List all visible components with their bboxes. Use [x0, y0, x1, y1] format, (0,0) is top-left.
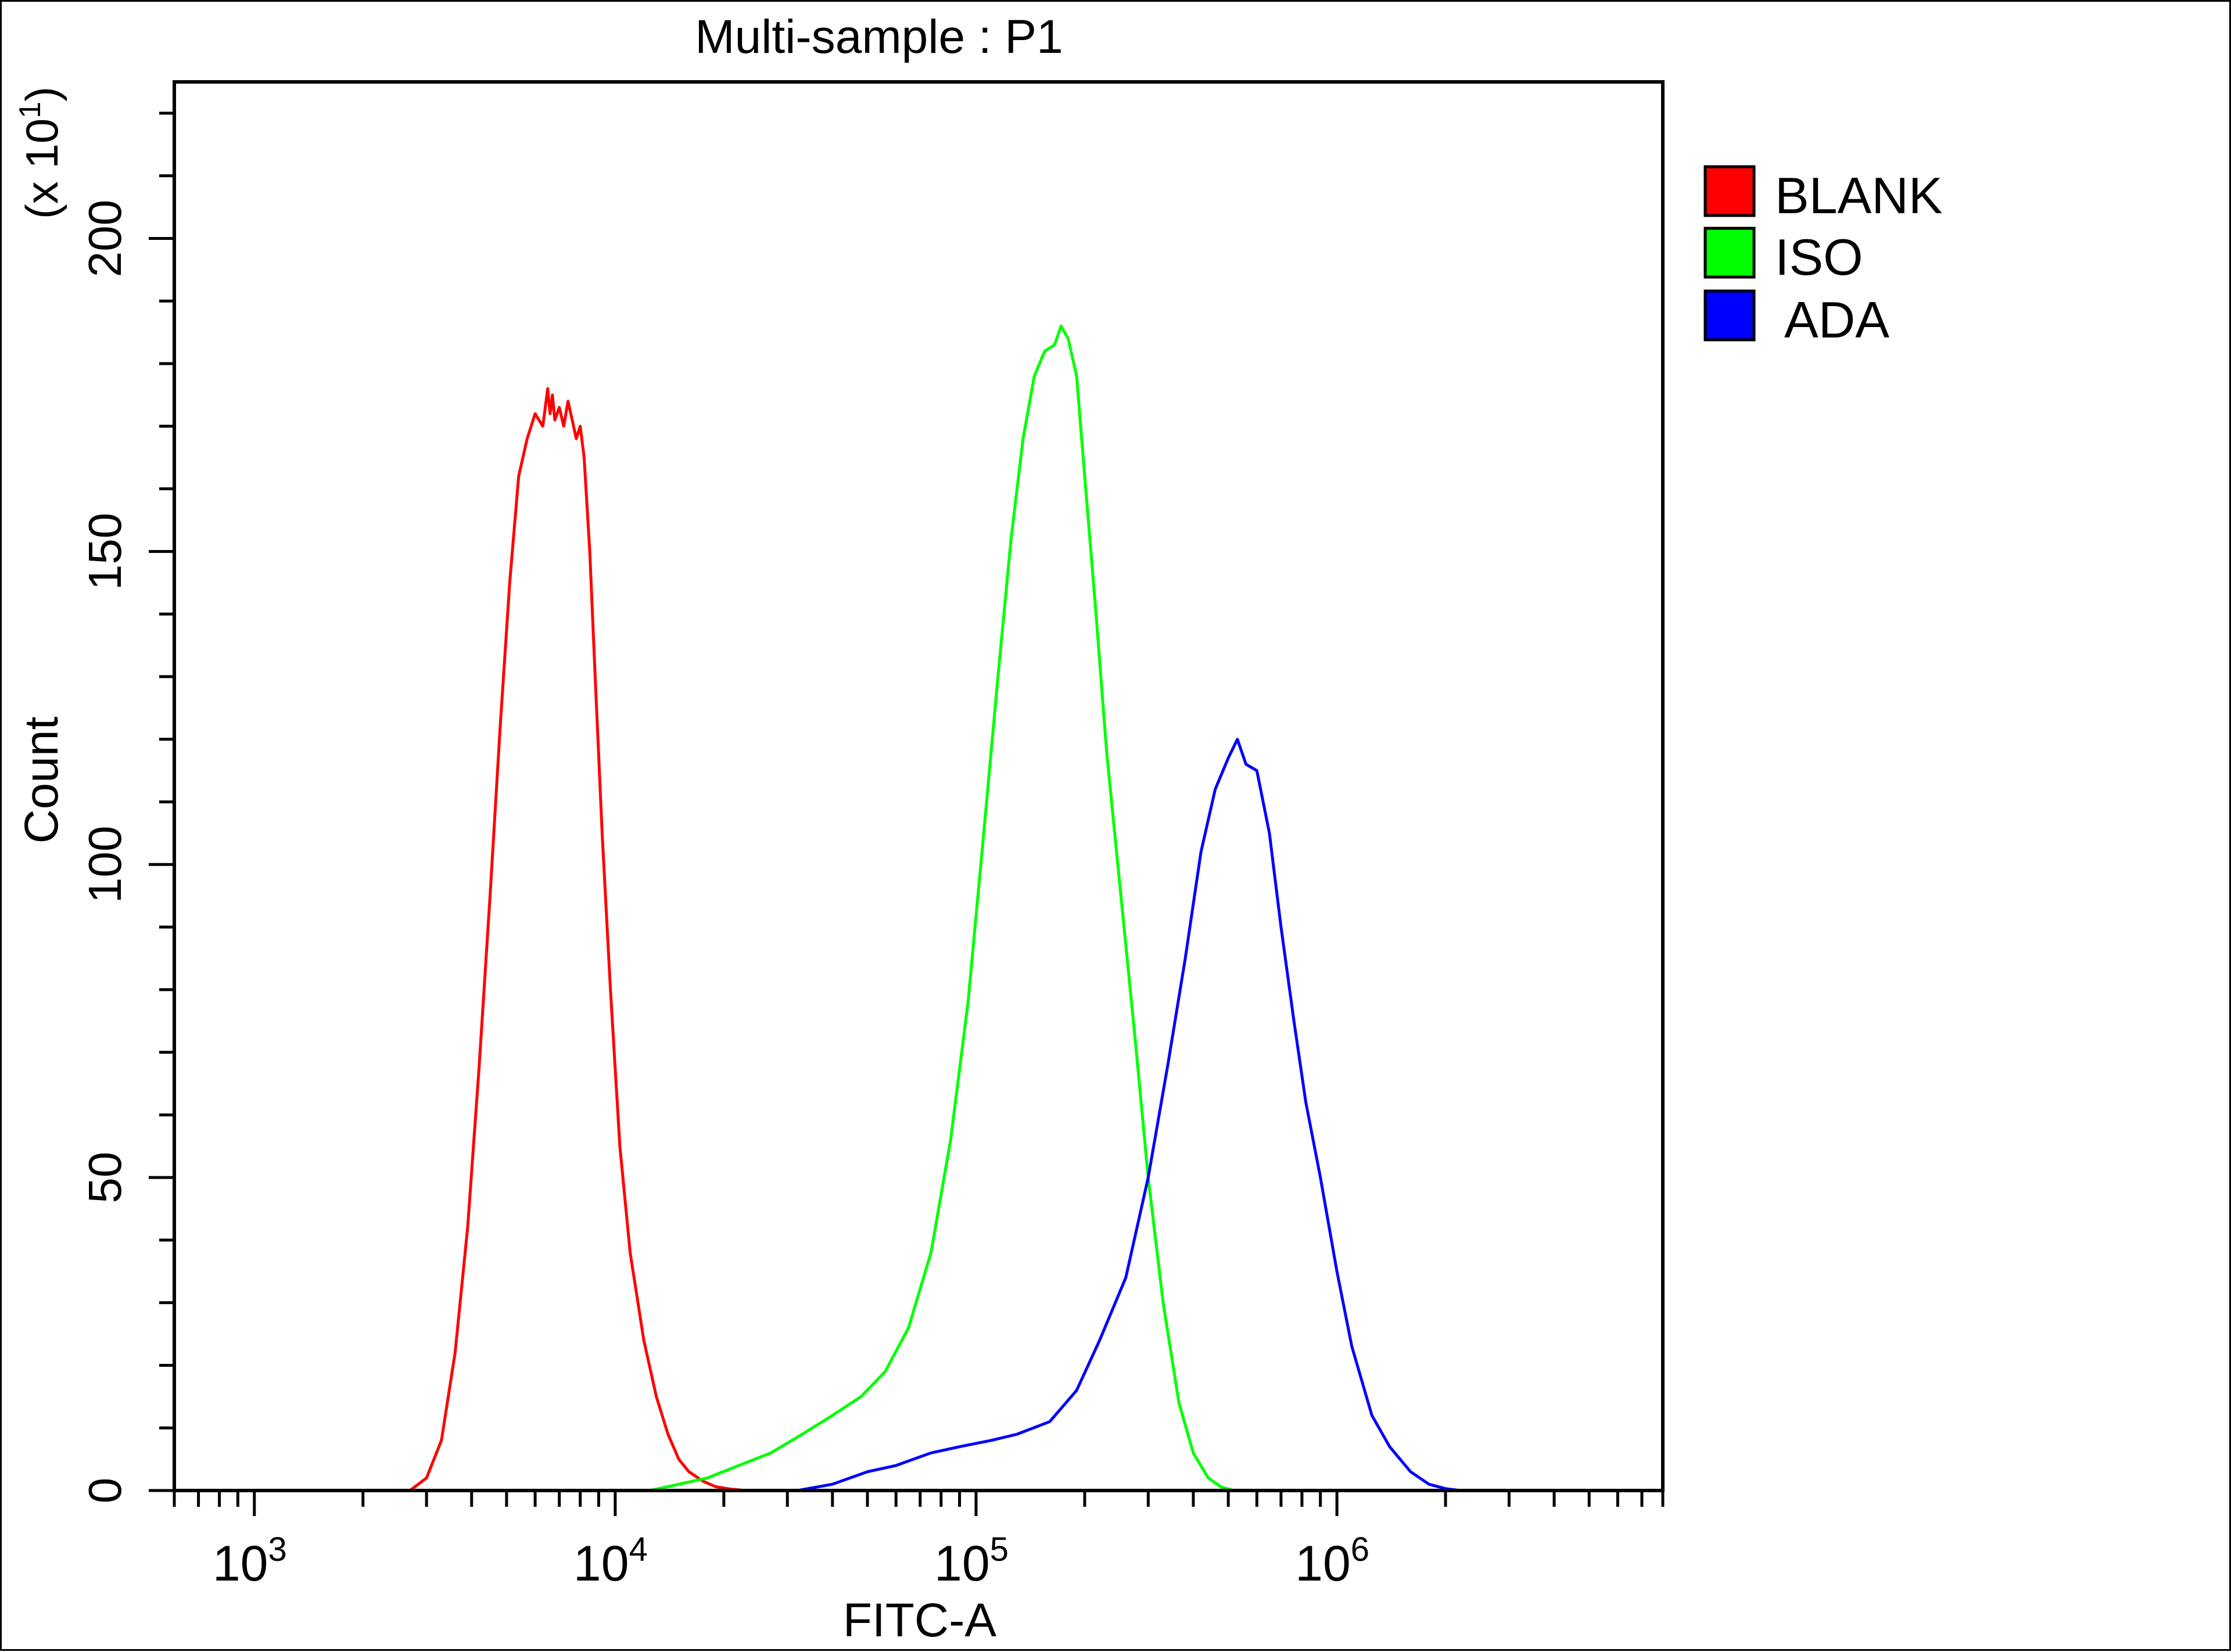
- x-tick-label: 105: [934, 1531, 1009, 1592]
- legend-item-blank: BLANK: [1703, 165, 1943, 224]
- legend-item-ada: ADA: [1703, 289, 1889, 349]
- x-tick-base: 10: [1295, 1536, 1351, 1592]
- series-line-iso: [650, 324, 1235, 1492]
- y-tick-label: 0: [79, 1478, 131, 1504]
- x-tick-label: 104: [573, 1531, 648, 1592]
- x-tick-exp: 6: [1351, 1531, 1369, 1568]
- plot-area: [173, 80, 1665, 1492]
- x-tick-label: 103: [213, 1531, 287, 1592]
- y-tick-label: 100: [79, 825, 131, 903]
- x-tick-exp: 4: [629, 1531, 648, 1568]
- legend-label-iso: ISO: [1775, 228, 1863, 286]
- series-line-blank: [409, 387, 746, 1492]
- x-tick-base: 10: [934, 1536, 990, 1592]
- legend-swatch-blank: [1703, 165, 1756, 217]
- legend-swatch-iso: [1703, 227, 1756, 279]
- x-tick-exp: 5: [990, 1531, 1009, 1568]
- y-multiplier-base: (x 10: [16, 118, 67, 219]
- y-axis-multiplier: (x 101): [13, 87, 67, 219]
- y-tick-label: 50: [79, 1152, 131, 1204]
- x-tick-exp: 3: [268, 1531, 286, 1568]
- series-layer: [409, 324, 1461, 1492]
- legend-label-ada: ADA: [1784, 291, 1889, 349]
- x-tick-base: 10: [213, 1536, 268, 1592]
- y-tick-label: 200: [79, 200, 131, 277]
- legend-label-blank: BLANK: [1775, 167, 1943, 224]
- x-tick-base: 10: [573, 1536, 629, 1592]
- x-axis-label: FITC-A: [843, 1594, 996, 1647]
- legend-item-iso: ISO: [1703, 227, 1863, 286]
- y-multiplier-exp: 1: [13, 102, 47, 118]
- chart-title: Multi-sample : P1: [695, 10, 1063, 63]
- series-line-ada: [797, 738, 1461, 1492]
- legend: BLANK ISO ADA: [1703, 165, 1943, 349]
- y-tick-label: 150: [79, 513, 131, 590]
- legend-swatch-ada: [1703, 289, 1756, 342]
- x-tick-label: 106: [1295, 1531, 1369, 1592]
- y-multiplier-close: ): [16, 87, 67, 102]
- y-axis-label: Count: [15, 716, 68, 843]
